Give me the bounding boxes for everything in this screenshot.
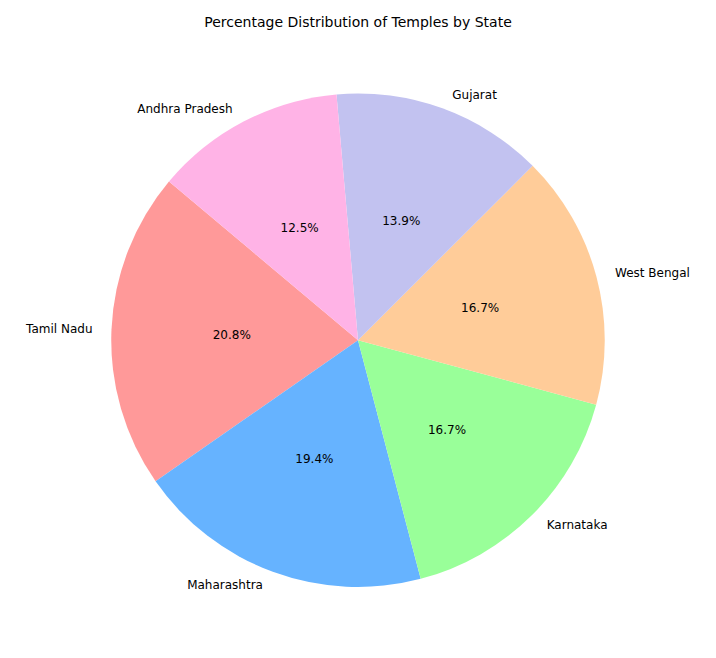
svg-text:13.9%: 13.9% (382, 214, 420, 228)
svg-text:Gujarat: Gujarat (452, 88, 497, 102)
svg-text:16.7%: 16.7% (461, 301, 499, 315)
svg-text:Tamil Nadu: Tamil Nadu (25, 322, 92, 336)
svg-text:19.4%: 19.4% (295, 452, 333, 466)
svg-text:Andhra Pradesh: Andhra Pradesh (137, 102, 232, 116)
svg-text:Karnataka: Karnataka (547, 518, 608, 532)
svg-text:Percentage Distribution of Tem: Percentage Distribution of Temples by St… (204, 14, 512, 30)
svg-text:West Bengal: West Bengal (615, 266, 690, 280)
svg-text:16.7%: 16.7% (428, 423, 466, 437)
svg-text:Maharashtra: Maharashtra (187, 578, 263, 592)
svg-text:20.8%: 20.8% (213, 328, 251, 342)
svg-text:12.5%: 12.5% (281, 221, 319, 235)
